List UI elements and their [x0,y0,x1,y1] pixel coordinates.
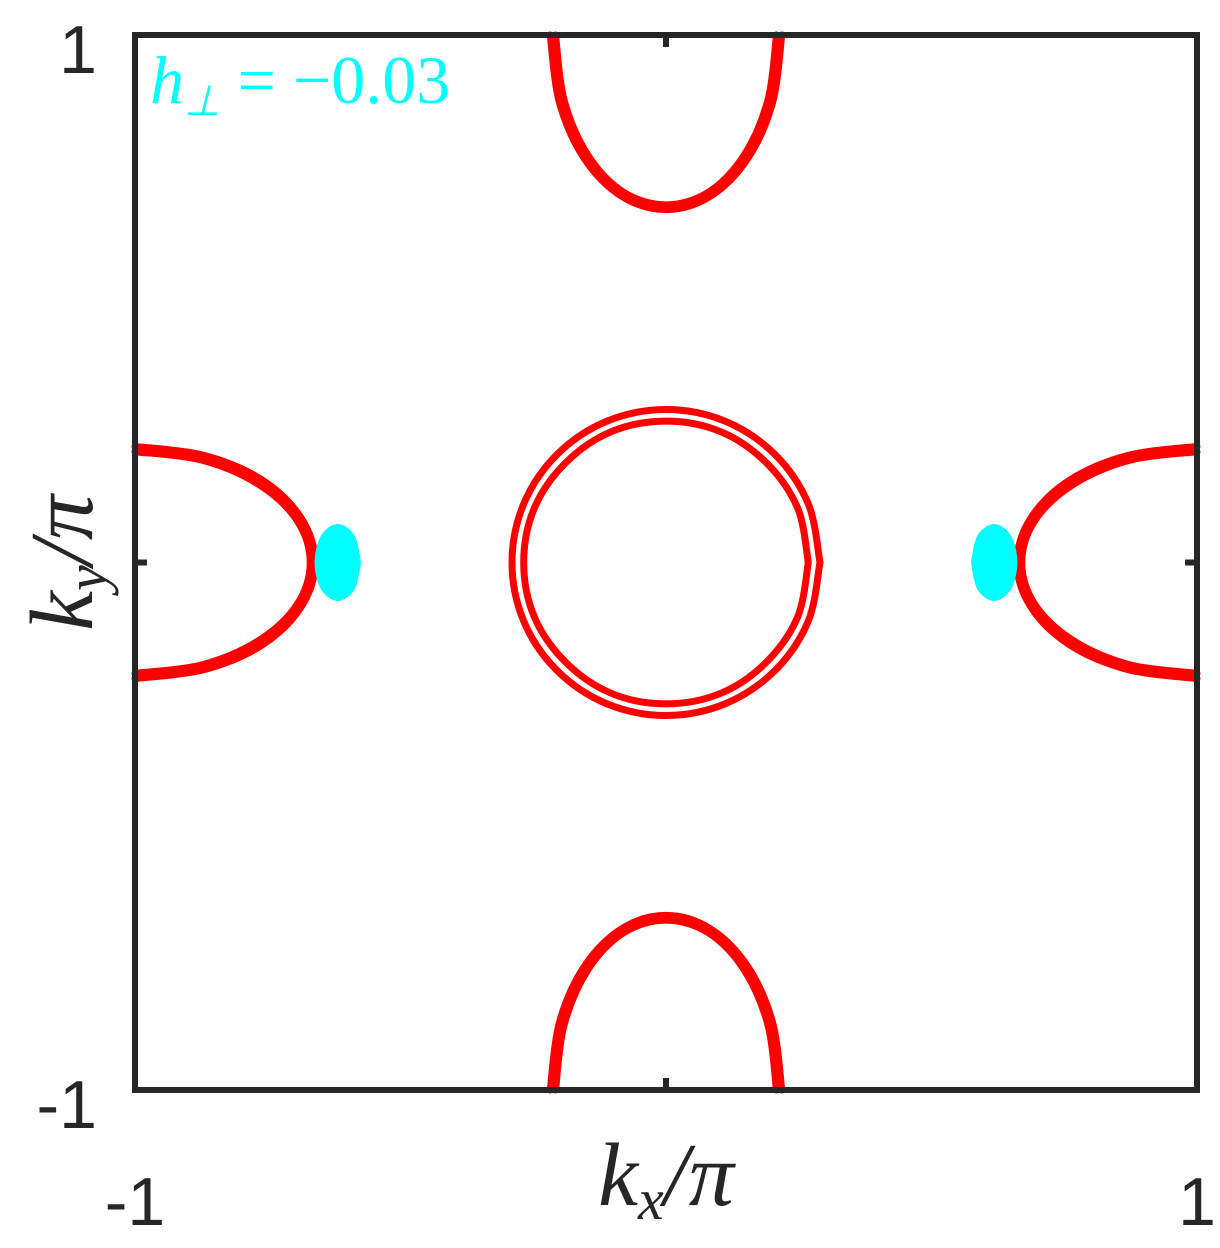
fermi-contour [546,31,786,214]
fermi-contour [520,417,812,708]
fermi-contour [552,916,780,1094]
x-tick-label: 1 [1178,1164,1216,1240]
pocket-fill [970,524,1018,601]
annotation-text: = −0.03 [221,42,451,118]
plot-frame [132,32,1200,1093]
fermi-contour [1013,442,1201,683]
y-tick-label: 1 [59,12,97,88]
fermi-contour [131,448,314,677]
fermi-contour [1018,448,1201,677]
fermi-contour [131,442,319,683]
pocket-fill [314,524,362,601]
fermi-contour [552,31,780,209]
annotation-symbol: h [150,42,184,118]
fermi-contour [546,911,786,1094]
x-axis-label: kx/π [598,1126,737,1232]
x-tick-label: -1 [105,1164,165,1240]
annotation-subscript: ⊥ [184,79,221,125]
fermi-contour [508,406,824,719]
y-axis-label: ky/π [13,492,119,631]
y-tick-label: -1 [37,1067,97,1143]
annotation: h⊥ = −0.03 [150,42,450,125]
